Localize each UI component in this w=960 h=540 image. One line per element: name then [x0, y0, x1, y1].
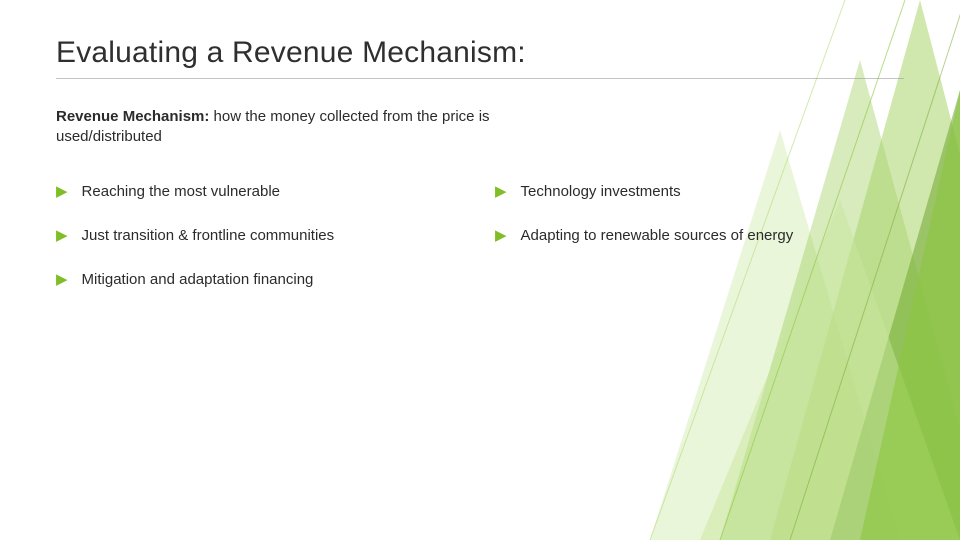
list-item: ▶ Mitigation and adaptation financing	[56, 270, 465, 290]
list-item: ▶ Reaching the most vulnerable	[56, 182, 465, 202]
list-item: ▶ Adapting to renewable sources of energ…	[495, 226, 904, 246]
subtitle: Revenue Mechanism: how the money collect…	[56, 107, 576, 148]
title-rule	[56, 78, 904, 79]
left-column: ▶ Reaching the most vulnerable ▶ Just tr…	[56, 182, 465, 315]
bullet-text: Adapting to renewable sources of energy	[521, 226, 794, 246]
subtitle-bold: Revenue Mechanism:	[56, 108, 209, 125]
list-item: ▶ Technology investments	[495, 182, 904, 202]
slide-content: Evaluating a Revenue Mechanism: Revenue …	[0, 0, 960, 314]
bullet-text: Reaching the most vulnerable	[82, 182, 280, 202]
bullet-text: Technology investments	[521, 182, 681, 202]
right-column: ▶ Technology investments ▶ Adapting to r…	[495, 182, 904, 315]
bullet-marker-icon: ▶	[56, 226, 68, 246]
list-item: ▶ Just transition & frontline communitie…	[56, 226, 465, 246]
bullet-marker-icon: ▶	[56, 270, 68, 290]
bullet-columns: ▶ Reaching the most vulnerable ▶ Just tr…	[56, 182, 904, 315]
slide-title: Evaluating a Revenue Mechanism:	[56, 36, 904, 70]
bullet-text: Mitigation and adaptation financing	[82, 270, 314, 290]
bullet-marker-icon: ▶	[495, 226, 507, 246]
bullet-marker-icon: ▶	[56, 182, 68, 202]
bullet-text: Just transition & frontline communities	[82, 226, 335, 246]
bullet-marker-icon: ▶	[495, 182, 507, 202]
